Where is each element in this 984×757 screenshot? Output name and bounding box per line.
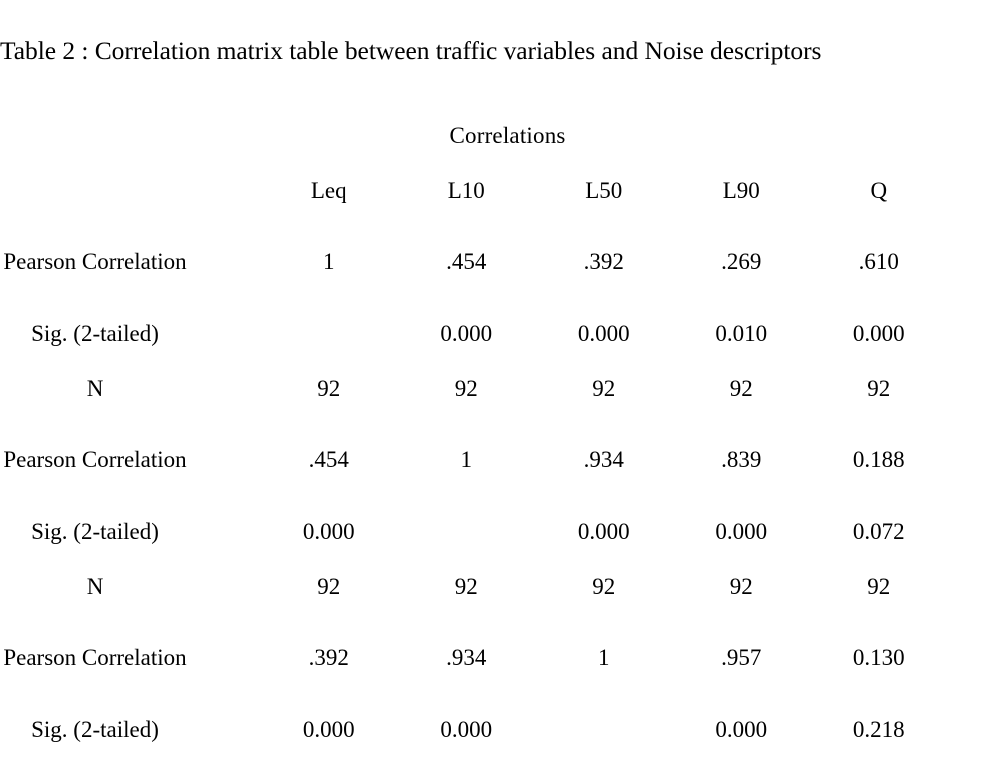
table-row: N 92 92 92 92 92 — [0, 361, 984, 416]
row-label-sig-2-tailed: Sig. (2-tailed) — [31, 518, 159, 544]
cell-value-cutoff — [948, 614, 984, 702]
cell-value: 1 — [598, 645, 610, 671]
row-label-sig-2-tailed: Sig. (2-tailed) — [31, 320, 159, 346]
cell-value: 92 — [592, 573, 616, 599]
row-header-corner-cell — [0, 164, 260, 218]
column-header-l90: L90 — [722, 178, 760, 204]
cell-value: 92 — [317, 573, 341, 599]
cell-value: .454 — [308, 447, 349, 473]
cell-value: 0.188 — [852, 447, 905, 473]
column-header-l50: L50 — [585, 178, 623, 204]
row-label-pearson-correlation: Pearson Correlation — [3, 249, 187, 275]
cell-value: 92 — [729, 375, 753, 401]
row-label-sig-2-tailed: Sig. (2-tailed) — [31, 716, 159, 742]
cell-value: .392 — [308, 645, 349, 671]
table-banner-row: Correlations — [0, 108, 984, 164]
cell-value: 0.130 — [852, 645, 905, 671]
row-label-n: N — [86, 573, 104, 599]
cell-value-cutoff — [948, 361, 984, 416]
cell-value-cutoff — [948, 416, 984, 504]
row-label-n: N — [86, 375, 104, 401]
cell-value: 0.000 — [440, 716, 493, 742]
cell-value: .957 — [721, 645, 762, 671]
table-clip-region: Correlations Leq L10 L50 L90 Q Pearson C… — [0, 108, 984, 757]
cell-value: 0.072 — [852, 518, 905, 544]
table-caption: Table 2 : Correlation matrix table betwe… — [0, 36, 822, 65]
column-header-leq: Leq — [310, 178, 347, 204]
cell-value: .934 — [446, 645, 487, 671]
table-row: Sig. (2-tailed) 0.000 0.000 0.010 0.000 — [0, 306, 984, 361]
table-row: Pearson Correlation 1 .454 .392 .269 .61… — [0, 218, 984, 306]
cell-value: 92 — [454, 375, 478, 401]
cell-value: 0.000 — [302, 518, 355, 544]
column-header-q: Q — [870, 178, 888, 204]
cell-value: .610 — [858, 249, 899, 275]
table-row: Pearson Correlation .454 1 .934 .839 0.1… — [0, 416, 984, 504]
cell-value: 0.000 — [715, 716, 768, 742]
cell-value: 0.000 — [440, 320, 493, 346]
cell-value: 92 — [867, 375, 891, 401]
cell-value: 0.000 — [302, 716, 355, 742]
cell-value: 0.000 — [715, 518, 768, 544]
cell-value: .392 — [583, 249, 624, 275]
cell-value — [398, 504, 536, 559]
cell-value: 92 — [317, 375, 341, 401]
cell-value: .934 — [583, 447, 624, 473]
column-header-cutoff — [948, 164, 984, 218]
cell-value: 92 — [592, 375, 616, 401]
cell-value: 0.000 — [577, 320, 630, 346]
column-header-row: Leq L10 L50 L90 Q — [0, 164, 984, 218]
cell-value — [535, 702, 673, 757]
cell-value: 0.000 — [577, 518, 630, 544]
cell-value-cutoff — [948, 702, 984, 757]
cell-value: 92 — [867, 573, 891, 599]
cell-value — [260, 306, 398, 361]
table-row: N 92 92 92 92 92 — [0, 559, 984, 614]
correlation-matrix-table: Correlations Leq L10 L50 L90 Q Pearson C… — [0, 108, 984, 757]
row-label-pearson-correlation: Pearson Correlation — [3, 447, 187, 473]
cell-value: 1 — [460, 447, 473, 473]
table-row: Pearson Correlation .392 .934 1 .957 0.1… — [0, 614, 984, 702]
row-label-pearson-correlation: Pearson Correlation — [3, 645, 187, 671]
cell-value-cutoff — [948, 218, 984, 306]
table-row: Sig. (2-tailed) 0.000 0.000 0.000 0.218 — [0, 702, 984, 757]
cell-value-cutoff — [948, 306, 984, 361]
cell-value: 92 — [454, 573, 478, 599]
table-banner-title: Correlations — [449, 123, 566, 149]
cell-value: .839 — [721, 447, 762, 473]
cell-value: 0.218 — [852, 716, 905, 742]
cell-value: 92 — [729, 573, 753, 599]
clipped-text-above-caption: · · · — [0, 0, 984, 4]
cell-value: .454 — [446, 249, 487, 275]
column-header-l10: L10 — [447, 178, 485, 204]
table-row: Sig. (2-tailed) 0.000 0.000 0.000 0.072 — [0, 504, 984, 559]
cell-value: 1 — [323, 249, 335, 275]
cell-value-cutoff — [948, 504, 984, 559]
cell-value: 0.000 — [852, 320, 905, 346]
cell-value-cutoff — [948, 559, 984, 614]
cell-value: 0.010 — [715, 320, 768, 346]
cell-value: .269 — [721, 249, 762, 275]
